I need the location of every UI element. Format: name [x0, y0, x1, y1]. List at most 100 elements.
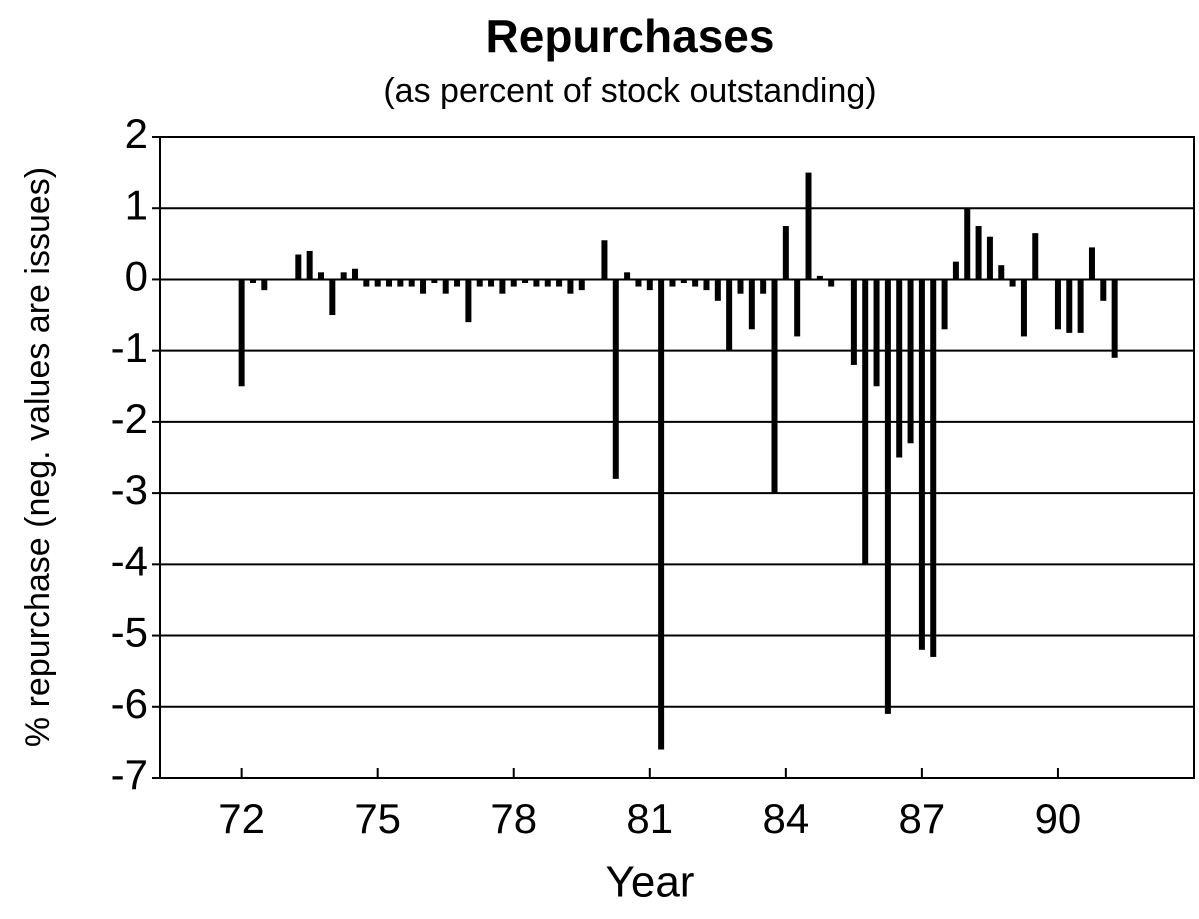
bar — [1066, 279, 1073, 333]
bar — [1111, 279, 1118, 358]
x-tick-label: 72 — [218, 795, 265, 842]
bar — [544, 279, 551, 287]
bar — [510, 279, 517, 287]
y-tick-label: -5 — [111, 609, 148, 656]
bar — [1077, 279, 1084, 333]
bar — [839, 279, 846, 281]
x-tick-label: 81 — [626, 795, 673, 842]
bar — [1054, 279, 1061, 330]
bar — [658, 279, 665, 750]
bar — [1032, 233, 1039, 280]
bar — [669, 279, 676, 287]
bar — [714, 279, 721, 301]
bar — [1009, 279, 1016, 287]
bar — [476, 279, 483, 287]
bar — [1100, 279, 1107, 301]
bar — [1088, 247, 1095, 280]
y-tick-label: -2 — [111, 395, 148, 442]
bar — [930, 279, 937, 657]
bar — [556, 279, 563, 287]
bar — [533, 279, 540, 287]
bar — [873, 279, 880, 387]
x-tick-label: 84 — [762, 795, 809, 842]
bar — [1020, 279, 1027, 337]
bar — [805, 172, 812, 280]
bar — [771, 279, 778, 494]
y-tick-label: -4 — [111, 537, 148, 584]
y-tick-label: -1 — [111, 324, 148, 371]
bar — [794, 279, 801, 337]
bar — [952, 261, 959, 280]
bar — [306, 250, 313, 280]
bar — [363, 279, 370, 287]
y-tick-label: 2 — [125, 110, 148, 157]
bar — [726, 279, 733, 351]
y-tick-label: -7 — [111, 751, 148, 798]
bar — [828, 279, 835, 287]
bar — [397, 279, 404, 287]
bar — [601, 240, 608, 280]
x-tick-label: 78 — [490, 795, 537, 842]
bar — [635, 279, 642, 287]
bar — [703, 279, 710, 291]
bar — [748, 279, 755, 330]
bar — [431, 279, 438, 284]
bar — [329, 279, 336, 316]
bar — [737, 279, 744, 294]
bar — [352, 268, 359, 280]
bar — [862, 279, 869, 565]
bar — [295, 254, 302, 280]
bar — [1043, 279, 1050, 281]
bar — [578, 279, 585, 291]
bar — [907, 279, 914, 444]
bar — [850, 279, 857, 365]
bar — [488, 279, 495, 287]
bar — [249, 279, 256, 284]
bar — [386, 279, 393, 287]
x-tick-label: 75 — [354, 795, 401, 842]
bar — [522, 279, 529, 284]
bar — [261, 279, 268, 291]
bar — [465, 279, 472, 323]
x-tick-label: 87 — [899, 795, 946, 842]
bar — [918, 279, 925, 650]
y-tick-label: -3 — [111, 466, 148, 513]
bar — [272, 279, 279, 281]
y-tick-label: 1 — [125, 181, 148, 228]
y-tick-label: 0 — [125, 253, 148, 300]
bar — [680, 279, 687, 284]
bar — [340, 272, 347, 280]
y-axis-label: % repurchase (neg. values are issues) — [19, 167, 57, 747]
bar — [590, 279, 597, 281]
x-axis-label: Year — [606, 858, 695, 907]
bar — [782, 226, 789, 280]
bar — [975, 226, 982, 280]
bar — [408, 279, 415, 287]
plot-frame — [159, 136, 1195, 779]
bar — [896, 279, 903, 458]
bar — [941, 279, 948, 330]
chart-subtitle: (as percent of stock outstanding) — [383, 72, 876, 110]
bar — [499, 279, 506, 294]
bar — [760, 279, 767, 294]
bar — [612, 279, 619, 479]
bar — [816, 275, 823, 280]
bar — [998, 265, 1005, 280]
y-tick-label: -6 — [111, 680, 148, 727]
bar — [374, 279, 381, 287]
bar — [986, 236, 993, 280]
bar — [624, 272, 631, 280]
bar — [420, 279, 427, 294]
x-tick-label: 90 — [1035, 795, 1082, 842]
bar — [454, 279, 461, 287]
bar — [567, 279, 574, 294]
chart-title: Repurchases — [486, 10, 775, 62]
bar — [692, 279, 699, 287]
bar — [238, 279, 245, 387]
bar — [317, 272, 324, 280]
bar — [964, 208, 971, 280]
bar — [884, 279, 891, 714]
bar — [442, 279, 449, 294]
bar — [283, 279, 290, 281]
